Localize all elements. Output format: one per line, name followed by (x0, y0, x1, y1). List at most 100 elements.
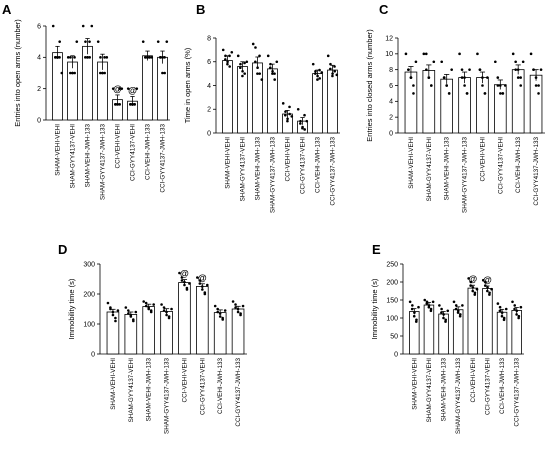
y-tick-label: 4 (207, 83, 211, 90)
data-point (469, 284, 472, 287)
data-point (412, 84, 415, 87)
data-point (254, 46, 257, 49)
category-label: SHAM-GYY4137-VEHI (128, 358, 135, 423)
y-axis-title: Entries into open arms (number) (13, 19, 22, 127)
data-point (486, 76, 489, 79)
data-point (288, 105, 291, 109)
bar (213, 312, 227, 355)
data-point (442, 76, 446, 79)
panel-letter: C (379, 2, 389, 17)
data-point (275, 60, 279, 64)
data-point (273, 72, 276, 75)
data-point (498, 305, 502, 309)
data-point (161, 56, 164, 59)
data-point (284, 110, 287, 113)
panel-letter: E (372, 242, 381, 257)
data-point (503, 84, 507, 87)
data-point (162, 309, 166, 312)
data-point (183, 283, 186, 287)
bar (440, 78, 453, 134)
data-point (266, 54, 270, 58)
data-point (290, 115, 294, 118)
bar (106, 311, 120, 355)
data-point (75, 40, 79, 43)
data-point (226, 60, 229, 64)
bar (423, 304, 435, 355)
data-point (513, 307, 516, 311)
data-point (318, 68, 321, 72)
data-point (431, 300, 435, 304)
data-point (258, 72, 261, 75)
bar (160, 310, 173, 355)
data-point (183, 280, 186, 284)
bar (404, 71, 418, 134)
significance-marker: @ (180, 269, 189, 279)
data-point (511, 300, 514, 304)
data-point (490, 287, 493, 291)
data-point (170, 307, 173, 311)
data-point (203, 292, 207, 296)
data-point (58, 56, 61, 59)
data-point (131, 103, 134, 106)
data-point (299, 122, 302, 125)
category-label: SHAM-VEHI-VEHI (110, 358, 117, 410)
category-label: SHAM-VEHI-VEHI (411, 358, 418, 410)
category-label: SHAM-GYY4137-JWH-133 (462, 137, 469, 213)
panel-letter: D (58, 242, 67, 257)
category-label: CCI-VEHI-VEHI (181, 358, 188, 403)
y-tick-label: 200 (83, 291, 95, 298)
bar (52, 52, 63, 121)
y-tick-label: 8 (389, 67, 393, 74)
data-point (408, 300, 412, 304)
y-tick-label: 2 (207, 107, 211, 114)
category-label: CCI-GYY4137-VEHI (199, 358, 206, 415)
category-label: SHAM-GYY4137-VEHI (240, 137, 247, 202)
data-point (468, 68, 471, 71)
data-point (281, 102, 285, 105)
data-point (519, 305, 523, 309)
data-point (162, 306, 166, 309)
y-tick-label: 200 (386, 279, 398, 286)
data-point (135, 87, 139, 90)
data-point (241, 69, 244, 73)
category-label: SHAM-GYY4137-JWH-133 (164, 358, 171, 434)
data-point (427, 76, 431, 79)
data-point (534, 76, 538, 79)
data-point (103, 71, 106, 75)
data-point (260, 78, 264, 81)
data-point (118, 103, 121, 106)
data-point (129, 315, 133, 318)
panel-b: B Time in open arms (%) 0 2 4 6 8 SHAM-VEHI-VEH… (183, 2, 340, 213)
category-label: CCI-VEHI-VEHI (115, 124, 122, 169)
data-point (106, 301, 110, 305)
data-point (476, 52, 479, 56)
data-point (532, 68, 535, 71)
y-tick-label: 8 (207, 35, 211, 42)
data-point (71, 71, 74, 75)
data-point (311, 62, 315, 66)
data-point (126, 87, 130, 90)
data-point (422, 52, 426, 56)
category-label: CCI-VEHI-JWH-133 (515, 137, 522, 193)
data-point (127, 312, 130, 315)
data-point (430, 84, 433, 87)
data-point (223, 309, 227, 312)
data-point (142, 300, 146, 303)
y-tick-label: 100 (386, 315, 398, 322)
data-point (423, 298, 427, 302)
data-point (114, 319, 117, 323)
data-point (73, 71, 76, 75)
data-point (442, 313, 445, 316)
data-point (447, 92, 451, 95)
y-axis-title: Time in open arms (%) (183, 47, 192, 123)
data-point (286, 117, 289, 121)
data-point (111, 87, 115, 90)
data-point (438, 304, 441, 307)
data-point (147, 307, 151, 311)
data-point (88, 56, 91, 59)
data-point (329, 67, 332, 71)
data-point (185, 288, 189, 291)
bar (67, 61, 78, 121)
data-point (56, 56, 59, 59)
